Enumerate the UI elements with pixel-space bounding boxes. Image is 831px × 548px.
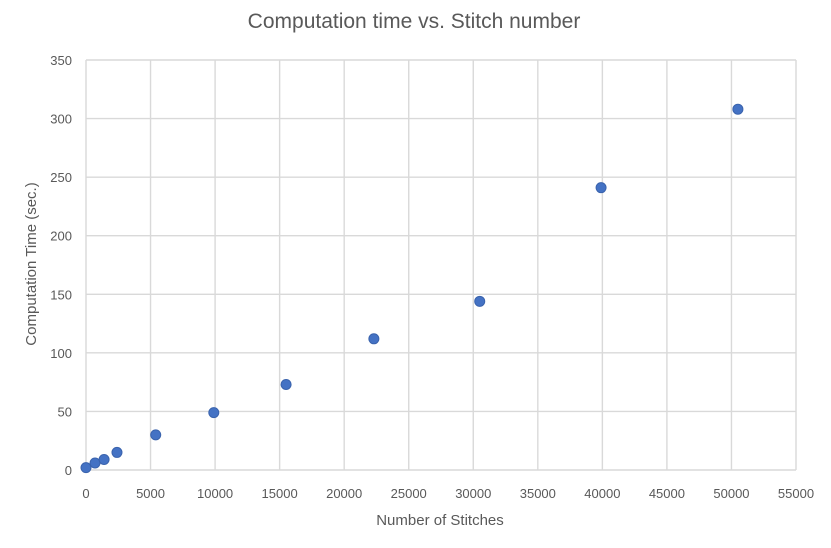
- y-tick-label: 50: [58, 404, 72, 419]
- data-point: [208, 407, 220, 419]
- x-tick-label: 25000: [391, 486, 427, 501]
- x-tick-label: 5000: [136, 486, 165, 501]
- data-point: [595, 182, 607, 194]
- data-point: [89, 457, 101, 469]
- x-tick-label: 40000: [584, 486, 620, 501]
- y-tick-label: 250: [50, 170, 72, 185]
- y-tick-label: 200: [50, 229, 72, 244]
- x-tick-label: 35000: [520, 486, 556, 501]
- data-point: [474, 295, 486, 307]
- data-points: [80, 103, 744, 474]
- data-point: [80, 462, 92, 474]
- y-axis-ticks: 0 50 100 150 200 250 300 350: [50, 53, 72, 478]
- chart-title: Computation time vs. Stitch number: [248, 10, 581, 33]
- x-tick-label: 30000: [455, 486, 491, 501]
- x-tick-label: 10000: [197, 486, 233, 501]
- data-point: [280, 378, 292, 390]
- x-tick-label: 0: [82, 486, 89, 501]
- x-tick-label: 55000: [778, 486, 814, 501]
- y-tick-label: 150: [50, 287, 72, 302]
- y-tick-label: 0: [65, 463, 72, 478]
- x-tick-label: 15000: [262, 486, 298, 501]
- x-tick-label: 45000: [649, 486, 685, 501]
- x-axis-ticks: 0 5000 10000 15000 20000 25000 30000 35000 40000…: [82, 486, 814, 501]
- y-tick-label: 300: [50, 112, 72, 127]
- data-point: [98, 453, 110, 465]
- x-tick-label: 20000: [326, 486, 362, 501]
- data-point: [150, 429, 162, 441]
- data-point: [368, 333, 380, 345]
- gridlines: [85, 59, 797, 471]
- data-point: [732, 103, 744, 115]
- y-tick-label: 100: [50, 346, 72, 361]
- x-tick-label: 50000: [713, 486, 749, 501]
- x-axis-label: Number of Stitches: [376, 512, 504, 529]
- y-tick-label: 350: [50, 53, 72, 68]
- data-point: [111, 446, 123, 458]
- y-axis-label: Computation Time (sec.): [23, 182, 40, 345]
